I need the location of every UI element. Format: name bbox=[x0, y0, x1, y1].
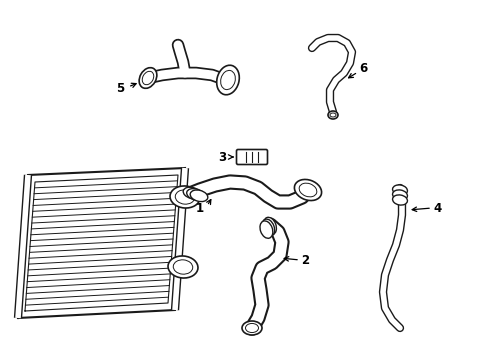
Ellipse shape bbox=[261, 219, 274, 237]
FancyBboxPatch shape bbox=[236, 149, 267, 165]
Text: 5: 5 bbox=[116, 81, 124, 95]
Ellipse shape bbox=[392, 195, 407, 205]
Text: 3: 3 bbox=[218, 150, 225, 163]
Ellipse shape bbox=[220, 71, 235, 90]
Ellipse shape bbox=[327, 111, 337, 119]
Ellipse shape bbox=[263, 217, 276, 235]
Ellipse shape bbox=[242, 321, 262, 335]
Ellipse shape bbox=[142, 71, 153, 85]
Ellipse shape bbox=[329, 113, 335, 117]
Text: 6: 6 bbox=[358, 62, 366, 75]
Ellipse shape bbox=[175, 190, 194, 204]
Ellipse shape bbox=[294, 179, 321, 201]
Text: 4: 4 bbox=[433, 202, 441, 215]
Ellipse shape bbox=[216, 65, 239, 95]
Ellipse shape bbox=[392, 190, 407, 200]
Ellipse shape bbox=[139, 68, 157, 88]
Ellipse shape bbox=[190, 190, 207, 202]
Ellipse shape bbox=[183, 187, 201, 199]
Ellipse shape bbox=[260, 221, 272, 238]
Polygon shape bbox=[18, 168, 184, 318]
Ellipse shape bbox=[392, 185, 407, 195]
Ellipse shape bbox=[168, 256, 198, 278]
Ellipse shape bbox=[186, 189, 204, 200]
Text: 1: 1 bbox=[196, 202, 203, 215]
Text: 2: 2 bbox=[300, 253, 308, 266]
Ellipse shape bbox=[170, 186, 200, 208]
Ellipse shape bbox=[245, 323, 258, 333]
Ellipse shape bbox=[299, 183, 316, 197]
Ellipse shape bbox=[173, 260, 192, 274]
